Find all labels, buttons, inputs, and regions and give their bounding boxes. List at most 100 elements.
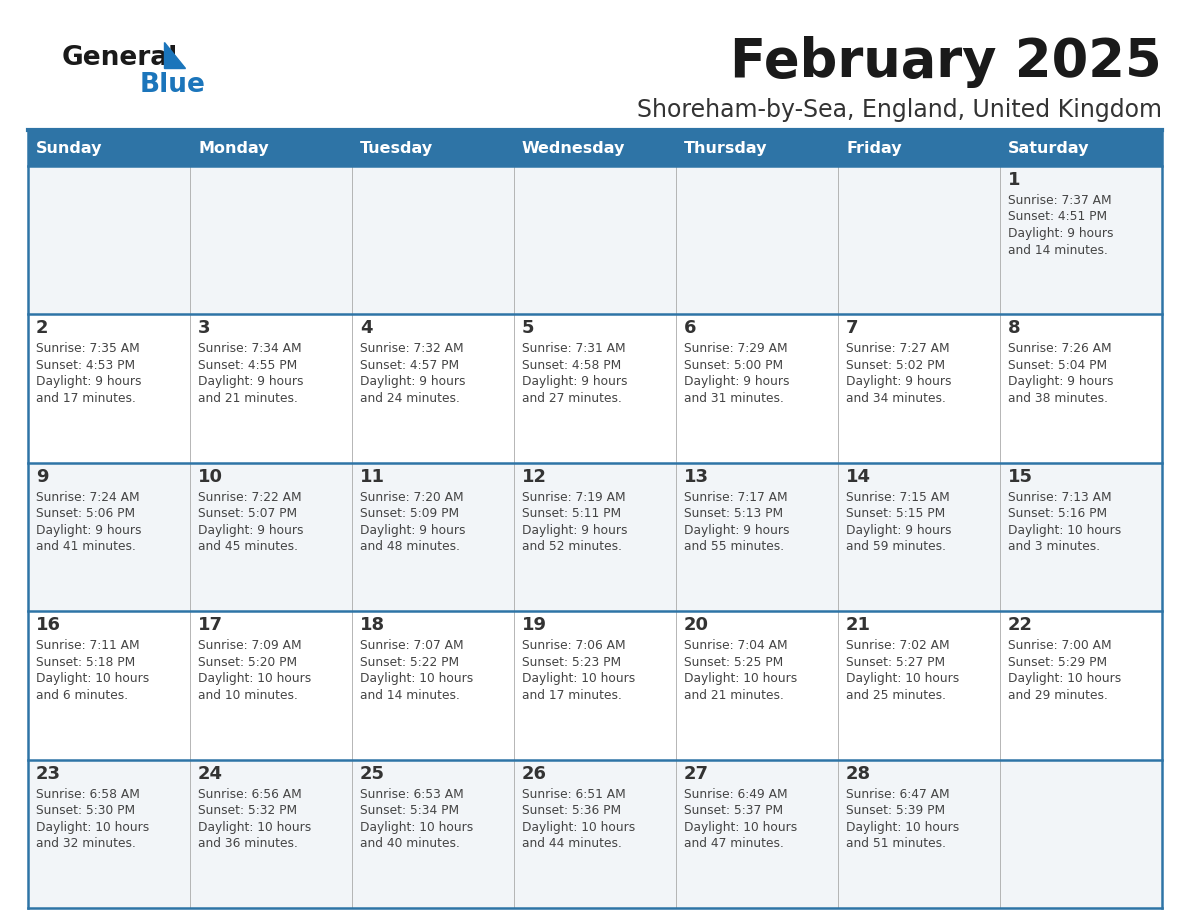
Text: Sunrise: 7:34 AM: Sunrise: 7:34 AM (198, 342, 302, 355)
Text: Sunset: 5:30 PM: Sunset: 5:30 PM (36, 804, 135, 817)
Text: 28: 28 (846, 765, 871, 783)
Bar (838, 463, 1000, 611)
Bar (29, 166, 190, 314)
Text: Daylight: 10 hours: Daylight: 10 hours (684, 821, 797, 834)
Text: Sunrise: 7:04 AM: Sunrise: 7:04 AM (684, 639, 788, 652)
Text: 21: 21 (846, 616, 871, 634)
Text: Sunset: 5:16 PM: Sunset: 5:16 PM (1007, 508, 1107, 521)
Text: 3: 3 (198, 319, 210, 338)
Bar (1000, 463, 1162, 611)
Text: General: General (62, 45, 178, 71)
Text: Daylight: 10 hours: Daylight: 10 hours (198, 672, 311, 685)
Text: Sunrise: 6:53 AM: Sunrise: 6:53 AM (360, 788, 463, 800)
Text: Sunset: 4:55 PM: Sunset: 4:55 PM (198, 359, 297, 372)
Text: Daylight: 10 hours: Daylight: 10 hours (1007, 672, 1121, 685)
Text: Sunrise: 7:17 AM: Sunrise: 7:17 AM (684, 491, 788, 504)
Bar (514, 759, 676, 908)
Bar (514, 611, 676, 759)
Bar (838, 759, 1000, 908)
Bar (1000, 611, 1162, 759)
Text: Sunset: 5:29 PM: Sunset: 5:29 PM (1007, 655, 1107, 668)
Text: Sunset: 5:00 PM: Sunset: 5:00 PM (684, 359, 783, 372)
Text: and 48 minutes.: and 48 minutes. (360, 541, 460, 554)
Text: Daylight: 9 hours: Daylight: 9 hours (1007, 227, 1113, 240)
Text: Sunday: Sunday (36, 140, 102, 155)
Text: 11: 11 (360, 468, 385, 486)
Text: 27: 27 (684, 765, 709, 783)
Text: and 45 minutes.: and 45 minutes. (198, 541, 298, 554)
Text: 1: 1 (1007, 171, 1020, 189)
Text: 26: 26 (522, 765, 546, 783)
Text: and 25 minutes.: and 25 minutes. (846, 688, 946, 701)
Bar (1000, 759, 1162, 908)
Text: 18: 18 (360, 616, 385, 634)
Text: 10: 10 (198, 468, 223, 486)
Text: Sunset: 5:34 PM: Sunset: 5:34 PM (360, 804, 459, 817)
Text: Sunset: 5:04 PM: Sunset: 5:04 PM (1007, 359, 1107, 372)
Bar (352, 130, 514, 166)
Text: 14: 14 (846, 468, 871, 486)
Text: Sunset: 5:13 PM: Sunset: 5:13 PM (684, 508, 783, 521)
Text: Sunrise: 6:56 AM: Sunrise: 6:56 AM (198, 788, 302, 800)
Text: 16: 16 (36, 616, 61, 634)
Text: Daylight: 9 hours: Daylight: 9 hours (198, 524, 303, 537)
Text: and 17 minutes.: and 17 minutes. (36, 392, 135, 405)
Text: 23: 23 (36, 765, 61, 783)
Text: Sunset: 5:09 PM: Sunset: 5:09 PM (360, 508, 459, 521)
Text: Daylight: 9 hours: Daylight: 9 hours (36, 524, 141, 537)
Text: Sunrise: 7:11 AM: Sunrise: 7:11 AM (36, 639, 140, 652)
Text: Sunrise: 7:00 AM: Sunrise: 7:00 AM (1007, 639, 1112, 652)
Text: Sunrise: 7:09 AM: Sunrise: 7:09 AM (198, 639, 302, 652)
Bar (514, 130, 676, 166)
Text: 24: 24 (198, 765, 223, 783)
Text: Sunset: 4:53 PM: Sunset: 4:53 PM (36, 359, 135, 372)
Bar (514, 314, 676, 463)
Text: Daylight: 9 hours: Daylight: 9 hours (360, 375, 466, 388)
Text: Sunrise: 7:32 AM: Sunrise: 7:32 AM (360, 342, 463, 355)
Text: Sunrise: 7:06 AM: Sunrise: 7:06 AM (522, 639, 626, 652)
Text: Sunset: 4:51 PM: Sunset: 4:51 PM (1007, 210, 1107, 223)
Text: Sunrise: 6:58 AM: Sunrise: 6:58 AM (36, 788, 140, 800)
Text: 6: 6 (684, 319, 696, 338)
Bar (190, 759, 352, 908)
Text: Daylight: 9 hours: Daylight: 9 hours (522, 524, 627, 537)
Text: and 6 minutes.: and 6 minutes. (36, 688, 128, 701)
Text: Sunset: 5:15 PM: Sunset: 5:15 PM (846, 508, 946, 521)
Bar (29, 314, 190, 463)
Text: and 41 minutes.: and 41 minutes. (36, 541, 135, 554)
Text: 20: 20 (684, 616, 709, 634)
Text: 15: 15 (1007, 468, 1034, 486)
Text: and 55 minutes.: and 55 minutes. (684, 541, 784, 554)
Text: Daylight: 10 hours: Daylight: 10 hours (522, 821, 636, 834)
Text: 7: 7 (846, 319, 859, 338)
Text: Sunrise: 6:47 AM: Sunrise: 6:47 AM (846, 788, 949, 800)
Bar (838, 130, 1000, 166)
Text: and 10 minutes.: and 10 minutes. (198, 688, 298, 701)
Text: Sunset: 5:36 PM: Sunset: 5:36 PM (522, 804, 621, 817)
Text: Sunrise: 6:49 AM: Sunrise: 6:49 AM (684, 788, 788, 800)
Bar (352, 611, 514, 759)
Text: and 51 minutes.: and 51 minutes. (846, 837, 946, 850)
Text: Sunset: 5:02 PM: Sunset: 5:02 PM (846, 359, 946, 372)
Text: Daylight: 9 hours: Daylight: 9 hours (684, 375, 790, 388)
Text: and 38 minutes.: and 38 minutes. (1007, 392, 1108, 405)
Text: Daylight: 9 hours: Daylight: 9 hours (360, 524, 466, 537)
Text: and 36 minutes.: and 36 minutes. (198, 837, 298, 850)
Text: Sunset: 5:18 PM: Sunset: 5:18 PM (36, 655, 135, 668)
Bar (838, 314, 1000, 463)
Bar (352, 314, 514, 463)
Text: Sunset: 5:25 PM: Sunset: 5:25 PM (684, 655, 783, 668)
Polygon shape (164, 42, 185, 68)
Bar (676, 314, 838, 463)
Text: and 14 minutes.: and 14 minutes. (1007, 243, 1108, 256)
Text: 12: 12 (522, 468, 546, 486)
Text: and 27 minutes.: and 27 minutes. (522, 392, 621, 405)
Text: and 44 minutes.: and 44 minutes. (522, 837, 621, 850)
Text: and 21 minutes.: and 21 minutes. (684, 688, 784, 701)
Text: 19: 19 (522, 616, 546, 634)
Text: Daylight: 9 hours: Daylight: 9 hours (684, 524, 790, 537)
Text: Daylight: 9 hours: Daylight: 9 hours (846, 375, 952, 388)
Text: 22: 22 (1007, 616, 1034, 634)
Bar (676, 166, 838, 314)
Text: Daylight: 10 hours: Daylight: 10 hours (846, 821, 959, 834)
